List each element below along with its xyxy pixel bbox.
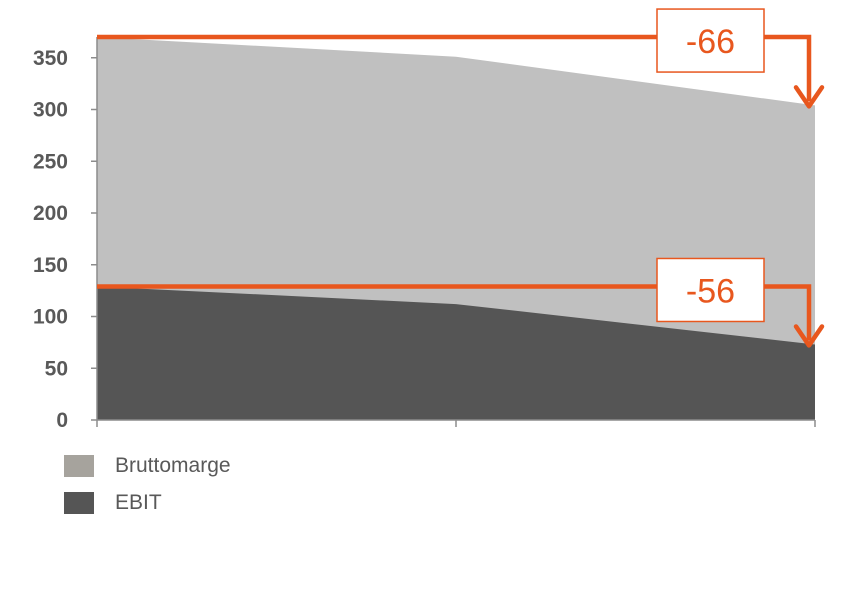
annotation-arrowhead-ebit: [793, 324, 825, 348]
y-tick-label-300: 300: [33, 99, 68, 122]
y-tick-label-50: 50: [45, 357, 68, 380]
y-tick-label-250: 250: [33, 150, 68, 173]
area-layer: [97, 37, 815, 421]
annotation-line-ebit: [97, 284, 812, 341]
y-tick-label-350: 350: [33, 47, 68, 70]
y-tick-label-0: 0: [56, 409, 68, 432]
y-tick-label-150: 150: [33, 254, 68, 277]
annotation-layer: -66 -56: [97, 8, 825, 348]
legend-item-ebit: EBIT: [64, 484, 231, 521]
legend-label-bruttomarge: Bruttomarge: [115, 453, 231, 477]
legend-label-ebit: EBIT: [115, 490, 162, 514]
area-ebit: [97, 286, 815, 420]
annotation-box-ebit: [656, 257, 765, 323]
axes: 050100150200250300350201120122013: [33, 37, 816, 432]
legend-item-bruttomarge: Bruttomarge: [64, 447, 231, 484]
legend: Bruttomarge EBIT: [64, 447, 231, 521]
y-tick-label-200: 200: [33, 202, 68, 225]
annotation-line-bruttomarge: [97, 34, 812, 102]
annotation-label-bruttomarge: -66: [686, 23, 735, 61]
annotation-box-bruttomarge: [656, 8, 765, 73]
area-chart: 050100150200250300350201120122013 -66-56: [33, 8, 825, 432]
legend-swatch-bruttomarge: [64, 454, 94, 477]
y-tick-label-100: 100: [33, 306, 68, 329]
annotation-arrowhead-bruttomarge: [793, 85, 825, 109]
legend-swatch-ebit: [64, 491, 94, 514]
annotation-label-ebit: -56: [686, 272, 735, 310]
